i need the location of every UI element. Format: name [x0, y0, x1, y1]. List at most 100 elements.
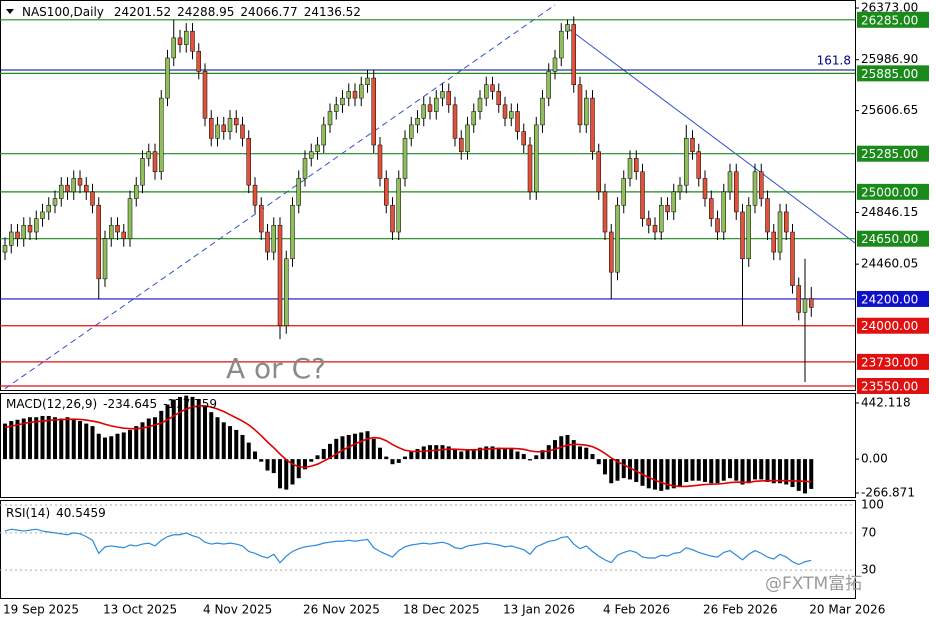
- fib-label: 161.8: [817, 54, 851, 68]
- candle-body: [627, 158, 633, 179]
- candle-body: [315, 144, 320, 152]
- macd-value: -234.645: [103, 397, 157, 411]
- macd-signal: [4, 405, 812, 488]
- macd-bar: [740, 459, 745, 485]
- candle-body: [190, 30, 195, 52]
- candle-body: [609, 231, 614, 273]
- macd-bar: [621, 459, 626, 479]
- macd-bar: [190, 396, 195, 460]
- macd-bar: [609, 459, 614, 484]
- macd-bar: [384, 456, 389, 460]
- candle-body: [771, 231, 776, 253]
- trend-line: [567, 27, 856, 244]
- macd-bar: [628, 459, 632, 480]
- candle-body: [702, 178, 708, 199]
- macd-bar: [540, 450, 545, 460]
- level-label-box: [857, 230, 929, 247]
- macd-bar: [503, 448, 507, 460]
- candle-body: [540, 97, 545, 126]
- macd-bar: [134, 426, 139, 460]
- candle-body: [715, 218, 720, 233]
- candle-body: [40, 211, 45, 219]
- macd-bar: [240, 435, 245, 460]
- macd-bar: [790, 459, 795, 488]
- candle-body: [440, 91, 445, 99]
- macd-bar: [396, 459, 401, 463]
- macd-bar: [590, 454, 595, 460]
- macd-tick-label: 0.00: [861, 452, 888, 466]
- candle-body: [134, 184, 139, 199]
- candle-body: [752, 171, 758, 206]
- macd-bar: [415, 448, 420, 460]
- macd-bar: [703, 459, 707, 482]
- candle-body: [27, 225, 33, 233]
- macd-bar: [484, 446, 489, 460]
- macd-bar: [746, 459, 751, 484]
- candle-body: [546, 71, 551, 99]
- candle-body: [59, 184, 64, 199]
- macd-bar: [209, 412, 214, 460]
- candle-body: [409, 124, 414, 139]
- candle-body: [390, 204, 395, 233]
- candle-body: [459, 138, 464, 152]
- candle-body: [740, 211, 745, 260]
- candle-body: [377, 144, 383, 179]
- level-label: 24000.00: [861, 319, 918, 333]
- candle-body: [796, 285, 801, 313]
- macd-bar: [215, 417, 220, 460]
- candle-body: [759, 171, 764, 199]
- candle-body: [434, 97, 439, 112]
- candle-body: [202, 71, 208, 119]
- candle-body: [784, 211, 789, 233]
- candle-body: [652, 225, 658, 233]
- macd-bar: [653, 459, 657, 490]
- macd-bar: [421, 446, 426, 460]
- macd-bar: [515, 451, 520, 460]
- macd-name: MACD(12,26,9): [6, 397, 97, 411]
- macd-bar: [59, 418, 64, 460]
- candle-body: [565, 24, 570, 32]
- rsi-header: RSI(14) 40.5459: [6, 506, 106, 520]
- ohlc-low: 24066.77: [240, 5, 297, 19]
- macd-bar: [578, 446, 582, 460]
- macd-bar: [390, 459, 395, 465]
- candle-body: [96, 204, 101, 280]
- macd-bar: [784, 459, 789, 485]
- candle-body: [665, 204, 670, 213]
- macd-bar: [271, 459, 276, 474]
- candle-body: [696, 151, 701, 179]
- rsi-tick-label: 100: [861, 498, 884, 512]
- candle-body: [671, 191, 676, 213]
- y-tick-label: 26373.00: [861, 1, 918, 15]
- macd-bar: [203, 405, 207, 460]
- candle-body: [809, 298, 814, 308]
- macd-bar: [303, 459, 307, 470]
- candle-body: [371, 77, 376, 146]
- candle-body: [115, 225, 120, 233]
- candle-body: [596, 151, 601, 193]
- candle-body: [790, 231, 795, 286]
- macd-bar: [84, 423, 89, 460]
- macd-bar: [3, 423, 7, 460]
- macd-bar: [309, 459, 314, 462]
- macd-bar: [228, 426, 232, 460]
- macd-bar: [96, 433, 101, 460]
- candle-body: [684, 138, 689, 186]
- macd-bar: [78, 421, 82, 460]
- macd-bar: [734, 459, 739, 481]
- candle-body: [221, 124, 226, 132]
- macd-bar: [659, 459, 664, 491]
- x-tick-label: 18 Dec 2025: [403, 603, 480, 617]
- level-label: 23550.00: [861, 379, 918, 393]
- menu-triangle: [6, 9, 14, 14]
- macd-bar: [646, 459, 651, 489]
- macd-bar: [359, 432, 364, 460]
- candle-body: [165, 57, 170, 99]
- candle-body: [690, 138, 695, 152]
- x-tick-label: 26 Nov 2025: [303, 603, 380, 617]
- macd-bar: [584, 447, 589, 460]
- candle-body: [465, 124, 470, 152]
- level-label: 26285.00: [861, 13, 918, 27]
- macd-bar: [796, 459, 801, 491]
- candle-body: [215, 124, 220, 139]
